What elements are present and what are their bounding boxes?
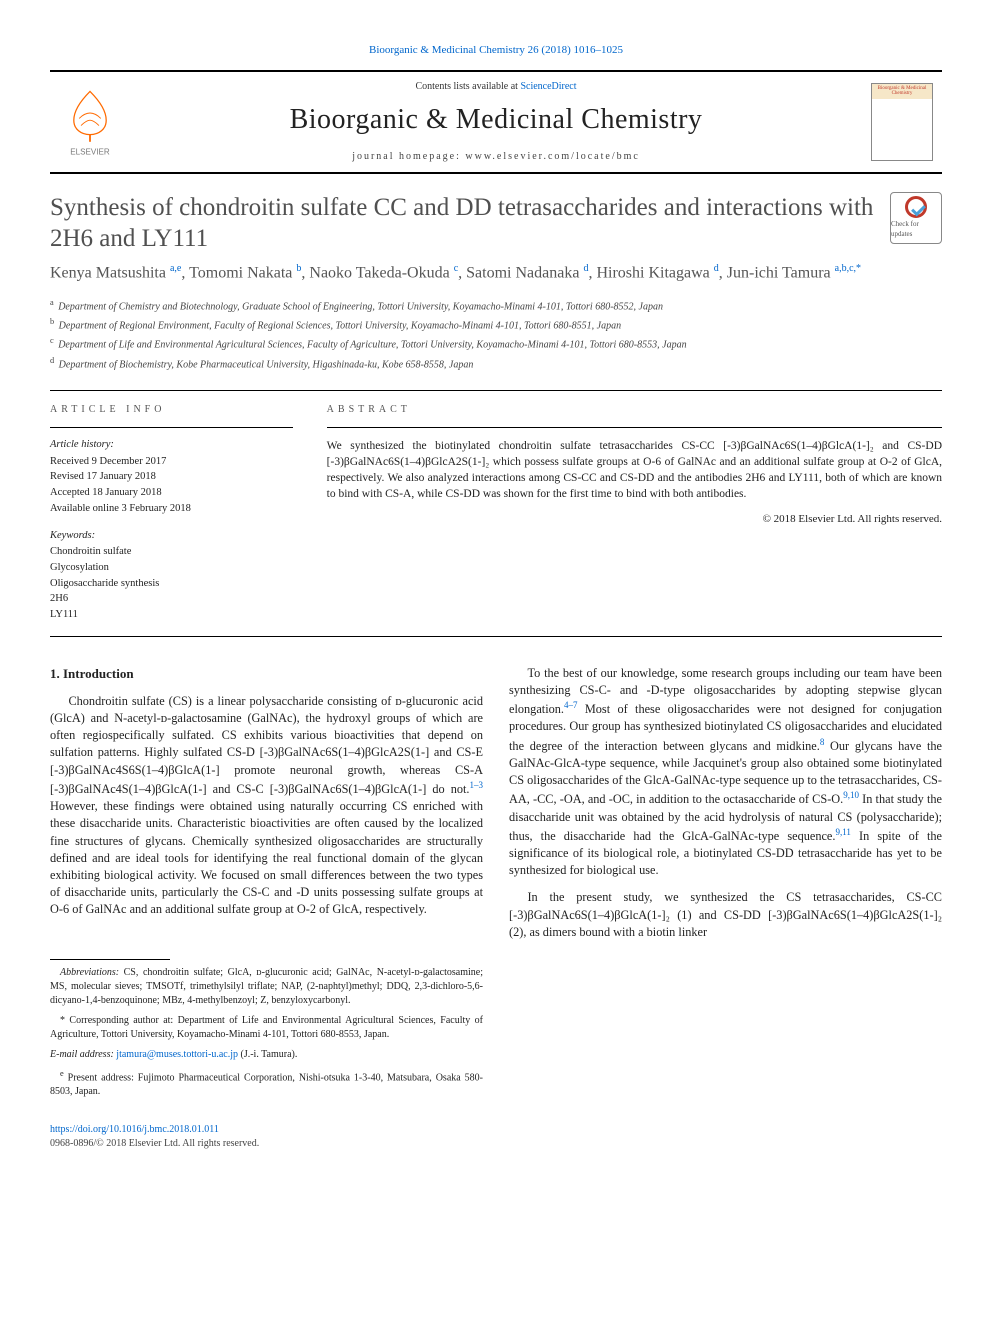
- email-person: (J.-i. Tamura).: [238, 1049, 297, 1060]
- journal-name: Bioorganic & Medicinal Chemistry: [130, 100, 862, 139]
- email-label: E-mail address:: [50, 1049, 116, 1060]
- meta-abstract-row: ARTICLE INFO Article history: Received 9…: [50, 390, 942, 637]
- footnote-abbreviations: Abbreviations: CS, chondroitin sulfate; …: [50, 966, 483, 1008]
- contents-prefix: Contents lists available at: [415, 81, 520, 92]
- e-text: Present address: Fujimoto Pharmaceutical…: [50, 1072, 483, 1097]
- keyword-line: LY111: [50, 608, 293, 623]
- section-1-heading: 1. Introduction: [50, 665, 483, 683]
- elsevier-logo: ELSEVIER: [50, 72, 130, 171]
- article-info-col: ARTICLE INFO Article history: Received 9…: [50, 391, 309, 636]
- abbr-label: Abbreviations:: [60, 967, 119, 978]
- history-line: Available online 3 February 2018: [50, 502, 293, 517]
- keyword-line: Glycosylation: [50, 561, 293, 576]
- affiliation-line: d Department of Biochemistry, Kobe Pharm…: [50, 355, 942, 372]
- article-history-lines: Received 9 December 2017Revised 17 Janua…: [50, 455, 293, 517]
- affiliation-line: c Department of Life and Environmental A…: [50, 335, 942, 352]
- title-row: Synthesis of chondroitin sulfate CC and …: [50, 192, 942, 255]
- elsevier-tree-icon: ELSEVIER: [58, 86, 122, 158]
- footnotes-block: Abbreviations: CS, chondroitin sulfate; …: [50, 959, 942, 1105]
- keyword-line: Oligosaccharide synthesis: [50, 577, 293, 592]
- keyword-lines: Chondroitin sulfateGlycosylationOligosac…: [50, 545, 293, 622]
- article-body: 1. Introduction Chondroitin sulfate (CS)…: [50, 665, 942, 941]
- journal-header-block: ELSEVIER Contents lists available at Sci…: [50, 70, 942, 173]
- journal-ref-link[interactable]: Bioorganic & Medicinal Chemistry 26 (201…: [369, 44, 623, 56]
- bottom-bar: https://doi.org/10.1016/j.bmc.2018.01.01…: [50, 1123, 942, 1151]
- crossmark-label: Check for updates: [891, 220, 941, 240]
- homepage-label: journal homepage:: [352, 151, 465, 162]
- ref-1-3[interactable]: 1–3: [470, 780, 484, 790]
- keywords-label: Keywords:: [50, 529, 293, 544]
- body-paragraph-1: Chondroitin sulfate (CS) is a linear pol…: [50, 693, 483, 919]
- history-line: Accepted 18 January 2018: [50, 486, 293, 501]
- body-paragraph-2: To the best of our knowledge, some resea…: [509, 665, 942, 880]
- journal-cover-thumb: Bioorganic & Medicinal Chemistry: [862, 72, 942, 171]
- cover-thumb-title: Bioorganic & Medicinal Chemistry: [872, 84, 932, 96]
- author-list: Kenya Matsushita a,e, Tomomi Nakata b, N…: [50, 262, 942, 285]
- cover-thumb-box: Bioorganic & Medicinal Chemistry: [871, 83, 933, 161]
- body-paragraph-3: In the present study, we synthesized the…: [509, 889, 942, 941]
- corr-text: Corresponding author at: Department of L…: [50, 1015, 483, 1040]
- body-p1b: However, these findings were obtained us…: [50, 799, 483, 916]
- corresponding-email-link[interactable]: jtamura@muses.tottori-u.ac.jp: [116, 1049, 238, 1060]
- keyword-line: 2H6: [50, 592, 293, 607]
- contents-lists-line: Contents lists available at ScienceDirec…: [130, 80, 862, 94]
- article-history-label: Article history:: [50, 438, 293, 453]
- article-info-heading: ARTICLE INFO: [50, 403, 293, 417]
- homepage-url[interactable]: www.elsevier.com/locate/bmc: [465, 151, 639, 162]
- crossmark-badge[interactable]: Check for updates: [890, 192, 942, 244]
- ref-9-11[interactable]: 9,11: [835, 827, 850, 837]
- journal-ref-line: Bioorganic & Medicinal Chemistry 26 (201…: [50, 40, 942, 58]
- page-root: Bioorganic & Medicinal Chemistry 26 (201…: [0, 0, 992, 1191]
- abstract-copyright: © 2018 Elsevier Ltd. All rights reserved…: [327, 512, 942, 527]
- footnote-email: E-mail address: jtamura@muses.tottori-u.…: [50, 1048, 483, 1062]
- affiliation-line: a Department of Chemistry and Biotechnol…: [50, 297, 942, 314]
- footnote-present-address: e Present address: Fujimoto Pharmaceutic…: [50, 1068, 483, 1099]
- abstract-heading: ABSTRACT: [327, 403, 942, 417]
- keyword-line: Chondroitin sulfate: [50, 545, 293, 560]
- footnote-rule: [50, 959, 170, 960]
- affiliation-line: b Department of Regional Environment, Fa…: [50, 316, 942, 333]
- affiliations-block: a Department of Chemistry and Biotechnol…: [50, 297, 942, 372]
- elsevier-wordmark: ELSEVIER: [70, 147, 110, 156]
- history-line: Revised 17 January 2018: [50, 470, 293, 485]
- abstract-text: We synthesized the biotinylated chondroi…: [327, 438, 942, 502]
- footnote-corresponding: * Corresponding author at: Department of…: [50, 1014, 483, 1042]
- crossmark-check-icon: [905, 196, 927, 218]
- ref-4-7[interactable]: 4–7: [564, 700, 578, 710]
- sciencedirect-link[interactable]: ScienceDirect: [520, 81, 576, 92]
- doi-link[interactable]: https://doi.org/10.1016/j.bmc.2018.01.01…: [50, 1124, 219, 1135]
- article-title: Synthesis of chondroitin sulfate CC and …: [50, 192, 880, 255]
- body-p1a: Chondroitin sulfate (CS) is a linear pol…: [50, 694, 483, 796]
- abstract-col: ABSTRACT We synthesized the biotinylated…: [309, 391, 942, 636]
- issn-copyright: 0968-0896/© 2018 Elsevier Ltd. All right…: [50, 1138, 259, 1149]
- journal-homepage-line: journal homepage: www.elsevier.com/locat…: [130, 150, 862, 164]
- header-center: Contents lists available at ScienceDirec…: [130, 72, 862, 171]
- history-line: Received 9 December 2017: [50, 455, 293, 470]
- ref-9-10[interactable]: 9,10: [843, 790, 859, 800]
